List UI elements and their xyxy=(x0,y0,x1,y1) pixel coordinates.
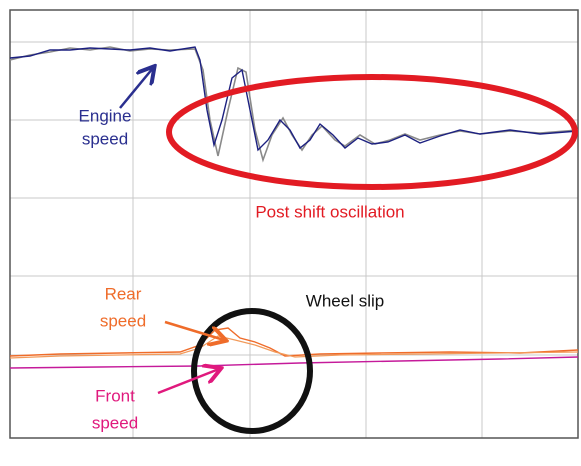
oscillation-ellipse xyxy=(166,74,578,190)
engine-trace-gray xyxy=(9,46,579,163)
grid xyxy=(10,10,578,438)
rear-label: Rear xyxy=(105,284,142,303)
frame xyxy=(9,9,579,439)
engine-arrow xyxy=(119,68,153,109)
rear-arrow xyxy=(164,320,224,340)
front-label: speed xyxy=(92,413,138,432)
rear-label: speed xyxy=(100,311,146,330)
front-arrow xyxy=(157,369,219,395)
front-label: Front xyxy=(95,386,135,405)
engine-label: speed xyxy=(82,129,128,148)
rear-trace-1 xyxy=(9,327,579,357)
rear-trace-2 xyxy=(9,335,579,359)
front-trace xyxy=(9,356,579,369)
engine-label: Engine xyxy=(79,106,132,125)
engine-trace-navy xyxy=(9,46,579,152)
oscillation-label: Post shift oscillation xyxy=(255,202,404,221)
wheel-slip-label: Wheel slip xyxy=(306,291,384,310)
wheel-slip-ellipse xyxy=(191,308,313,434)
